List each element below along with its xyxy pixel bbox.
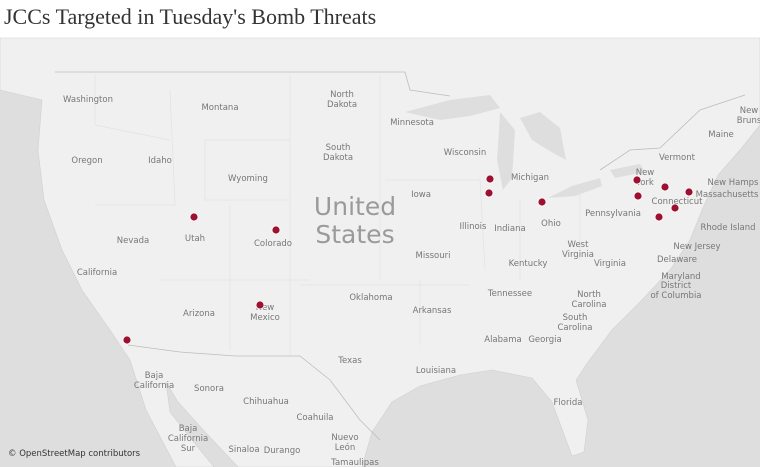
place-label: Minnesota bbox=[390, 118, 434, 128]
place-label: District bbox=[661, 281, 692, 291]
borders bbox=[55, 71, 746, 441]
place-label: California bbox=[168, 434, 208, 444]
place-label: Massachusetts bbox=[696, 190, 759, 200]
place-label: North bbox=[577, 290, 601, 300]
place-label: Mexico bbox=[250, 313, 280, 323]
place-label: New Jersey bbox=[673, 242, 720, 252]
place-label: Carolina bbox=[558, 323, 593, 333]
state-lines bbox=[94, 75, 581, 355]
place-label: New bbox=[256, 303, 275, 313]
place-label: Arkansas bbox=[413, 306, 452, 316]
place-label: Ohio bbox=[541, 219, 561, 229]
country-label: States bbox=[315, 220, 394, 249]
place-label: Oregon bbox=[71, 156, 102, 166]
place-label: Dakota bbox=[327, 100, 357, 110]
place-label: Chihuahua bbox=[243, 397, 289, 407]
place-label: Georgia bbox=[528, 335, 561, 345]
threat-marker[interactable] bbox=[255, 300, 265, 310]
title: JCCs Targeted in Tuesday's Bomb Threats bbox=[4, 4, 376, 29]
place-label: Missouri bbox=[416, 251, 451, 261]
place-label: Bruns bbox=[737, 116, 760, 126]
place-label: Illinois bbox=[460, 222, 488, 232]
place-label: North bbox=[330, 90, 354, 100]
place-label: Sonora bbox=[194, 384, 224, 394]
threat-marker[interactable] bbox=[484, 188, 494, 198]
place-label: Durango bbox=[264, 446, 301, 456]
place-label: of Columbia bbox=[650, 291, 701, 301]
threat-marker[interactable] bbox=[660, 182, 670, 192]
place-label: Pennsylvania bbox=[585, 209, 641, 219]
place-label: New bbox=[740, 106, 759, 116]
place-label: Colorado bbox=[254, 239, 292, 249]
great-lakes bbox=[405, 95, 645, 198]
place-label: Wisconsin bbox=[444, 148, 486, 158]
place-label: Maine bbox=[708, 130, 734, 140]
country-label: United bbox=[314, 192, 396, 221]
place-label: Washington bbox=[63, 95, 113, 105]
place-label: León bbox=[335, 442, 355, 453]
place-label: Indiana bbox=[494, 224, 525, 234]
place-label: Iowa bbox=[411, 190, 431, 200]
place-label: Baja bbox=[179, 424, 198, 434]
place-label: Idaho bbox=[148, 156, 172, 166]
place-label: Baja bbox=[145, 371, 164, 381]
place-label: California bbox=[77, 268, 117, 278]
place-label: Kentucky bbox=[509, 259, 548, 269]
threat-marker[interactable] bbox=[684, 187, 694, 197]
place-label: Nevada bbox=[117, 236, 149, 246]
threat-marker[interactable] bbox=[633, 191, 643, 201]
threat-marker[interactable] bbox=[271, 225, 281, 235]
threat-marker[interactable] bbox=[632, 175, 642, 185]
place-label: Louisiana bbox=[416, 366, 456, 376]
place-label: Carolina bbox=[572, 300, 607, 310]
threat-marker[interactable] bbox=[537, 197, 547, 207]
place-label: Tennessee bbox=[487, 289, 532, 299]
place-label: Coahuila bbox=[296, 413, 333, 423]
place-label: Virginia bbox=[562, 250, 594, 260]
place-label: Nuevo bbox=[331, 433, 358, 443]
place-label: West bbox=[568, 240, 590, 250]
threat-markers bbox=[122, 174, 694, 345]
place-label: Texas bbox=[337, 356, 362, 366]
place-label: Tamaulipas bbox=[330, 458, 379, 467]
place-label: Maryland bbox=[661, 272, 700, 282]
attribution: © OpenStreetMap contributors bbox=[8, 449, 141, 459]
place-label: New bbox=[636, 168, 655, 178]
map bbox=[0, 37, 760, 467]
place-label: Sur bbox=[181, 444, 196, 454]
place-label: Michigan bbox=[511, 173, 549, 183]
place-label: South bbox=[326, 143, 351, 153]
threat-marker[interactable] bbox=[485, 174, 495, 184]
threat-marker[interactable] bbox=[189, 212, 199, 222]
place-label: Wyoming bbox=[228, 174, 268, 184]
threat-marker[interactable] bbox=[654, 212, 664, 222]
place-label: Florida bbox=[554, 398, 583, 408]
place-label: Arizona bbox=[183, 309, 215, 319]
place-label: Sinaloa bbox=[228, 445, 259, 455]
place-label: Montana bbox=[201, 103, 238, 113]
place-label: Vermont bbox=[659, 153, 696, 163]
place-label: Utah bbox=[185, 234, 205, 244]
place-label: Connecticut bbox=[652, 197, 704, 207]
threat-marker[interactable] bbox=[122, 335, 132, 345]
place-label: Rhode Island bbox=[700, 223, 755, 233]
place-label: Virginia bbox=[594, 259, 626, 269]
place-label: York bbox=[635, 178, 654, 188]
place-label: New Hamps bbox=[708, 178, 760, 188]
place-label: California bbox=[134, 381, 174, 391]
place-label: Alabama bbox=[484, 335, 521, 345]
place-label: Delaware bbox=[657, 255, 697, 265]
threat-marker[interactable] bbox=[670, 203, 680, 213]
place-label: Oklahoma bbox=[349, 293, 392, 303]
place-label: South bbox=[563, 313, 588, 323]
place-label: Dakota bbox=[323, 153, 353, 163]
labels: WashingtonMontanaNorthDakotaMinnesotaOre… bbox=[63, 90, 760, 467]
